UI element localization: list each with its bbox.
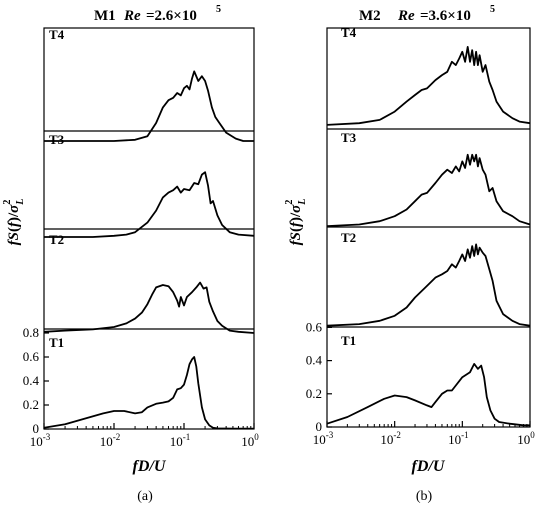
svg-text:fS(f)/σL2: fS(f)/σL2 bbox=[284, 199, 308, 246]
panel-a-xlabel: fD/U bbox=[133, 458, 167, 475]
panel-b-series-labels: T1 T2 T3 T4 bbox=[341, 25, 357, 348]
panel-b-series-lines bbox=[326, 46, 531, 427]
svg-text:fS(f)/σL2: fS(f)/σL2 bbox=[2, 199, 26, 246]
y-tick-label: 0.4 bbox=[23, 373, 40, 388]
panel-a-caption: (a) bbox=[137, 489, 153, 504]
y-tick-label: 0.2 bbox=[23, 397, 39, 412]
panel-b-y-ticks: 0 0.2 0.4 0.6 bbox=[306, 319, 332, 434]
panel-a-x-ticks: 10-3 10-2 10-1 100 bbox=[30, 423, 259, 449]
panel-b-ylabel: fS(f)/σL2 bbox=[284, 199, 308, 246]
panel-b-title-exponent: 5 bbox=[490, 4, 495, 15]
series-line-t2 bbox=[326, 243, 531, 327]
y-tick-label: 0.8 bbox=[23, 325, 39, 340]
panel-b-separators bbox=[327, 128, 530, 328]
series-line-t3 bbox=[326, 153, 531, 227]
y-tick-label: 0.4 bbox=[306, 353, 323, 368]
panel-b-x-ticks: 10-3 10-2 10-1 100 bbox=[313, 421, 535, 447]
x-tick-label: 100 bbox=[241, 432, 259, 449]
series-label-t4: T4 bbox=[49, 27, 65, 42]
series-label-t4: T4 bbox=[341, 25, 357, 40]
x-tick-label: 10-1 bbox=[170, 432, 191, 449]
panel-a-ylabel: fS(f)/σL2 bbox=[2, 199, 26, 246]
series-label-t3: T3 bbox=[341, 130, 357, 145]
series-line-t3 bbox=[44, 171, 255, 238]
panel-b-xlabel: fD/U bbox=[412, 458, 446, 475]
panel-a-separators bbox=[44, 130, 254, 330]
y-tick-label: 0.6 bbox=[306, 319, 323, 334]
panel-b-title-param: Re bbox=[397, 8, 415, 24]
series-line-t1 bbox=[43, 356, 254, 430]
x-tick-label: 10-1 bbox=[448, 430, 469, 447]
series-label-t1: T1 bbox=[341, 333, 356, 348]
panel-a-title-value: =2.6×10 bbox=[146, 8, 197, 24]
panel-b-caption: (b) bbox=[416, 489, 433, 504]
panel-a-series-lines bbox=[43, 70, 255, 430]
series-line-t1 bbox=[326, 363, 530, 427]
panel-b-title-model: M2 bbox=[359, 8, 381, 24]
y-tick-label: 0.6 bbox=[23, 349, 40, 364]
x-tick-label: 10-2 bbox=[100, 432, 121, 449]
x-tick-label: 10-2 bbox=[380, 430, 401, 447]
panel-a-title-model: M1 bbox=[94, 8, 116, 24]
panel-a-series-labels: T1 T2 T3 T4 bbox=[49, 27, 65, 350]
y-tick-label: 0 bbox=[33, 421, 40, 436]
series-line-t2 bbox=[43, 281, 255, 334]
x-tick-label: 100 bbox=[517, 430, 535, 447]
series-label-t2: T2 bbox=[341, 230, 356, 245]
y-tick-label: 0 bbox=[316, 419, 323, 434]
series-label-t1: T1 bbox=[49, 335, 64, 350]
series-line-t4 bbox=[326, 46, 531, 126]
x-tick-label: 10-3 bbox=[30, 432, 51, 449]
series-label-t2: T2 bbox=[49, 232, 64, 247]
x-tick-label: 10-3 bbox=[313, 430, 334, 447]
series-line-t4 bbox=[44, 70, 254, 142]
panel-a-title-exponent: 5 bbox=[216, 4, 221, 15]
panel-a-title-param: Re bbox=[123, 8, 141, 24]
y-tick-label: 0.2 bbox=[306, 386, 322, 401]
series-label-t3: T3 bbox=[49, 132, 65, 147]
panel-a-y-ticks: 0 0.2 0.4 0.6 0.8 bbox=[23, 325, 49, 436]
panel-b-title-value: =3.6×10 bbox=[420, 8, 471, 24]
